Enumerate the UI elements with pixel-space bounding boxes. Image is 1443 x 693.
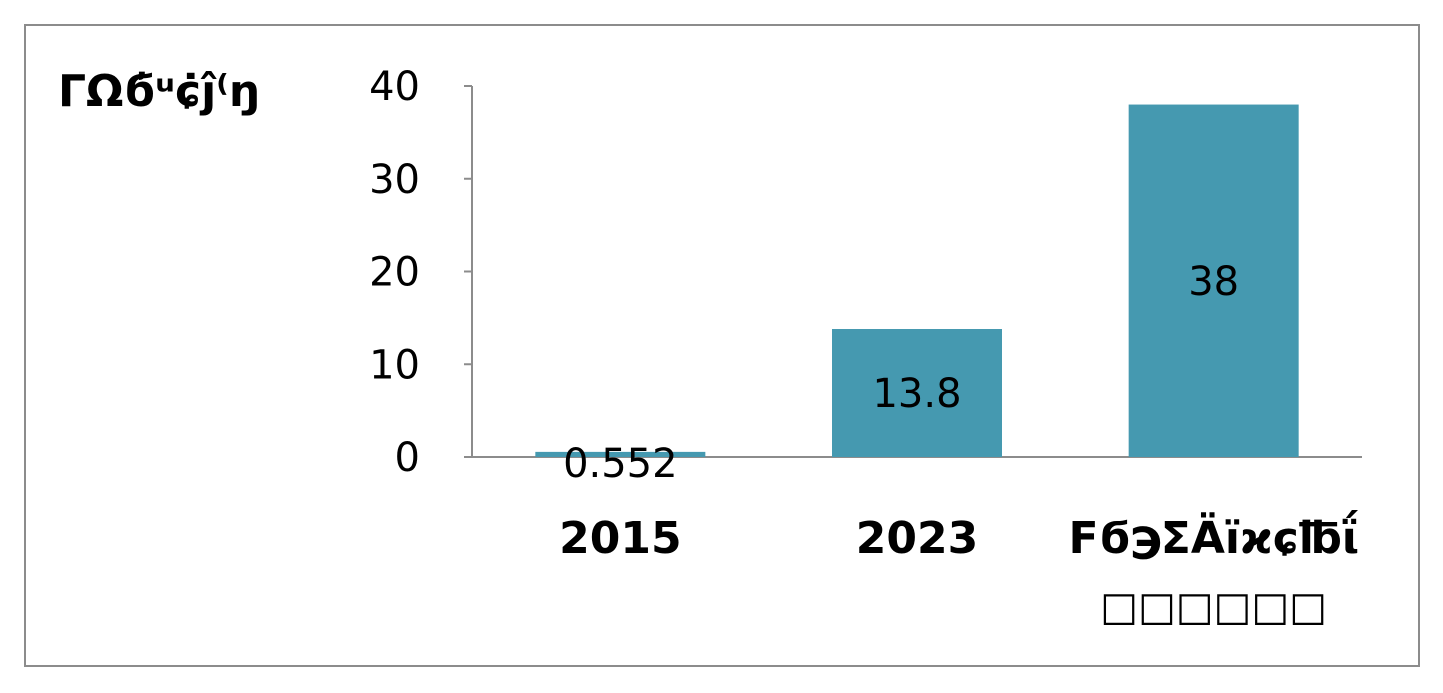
- y-tick-label: 10: [369, 342, 420, 388]
- y-tick-label: 30: [369, 157, 420, 203]
- bar-2023: [832, 329, 1002, 457]
- data-label: 38: [1188, 259, 1239, 305]
- y-tick-label: 0: [395, 435, 420, 481]
- data-labels: 0.552 13.8 38: [563, 259, 1239, 487]
- data-label: 0.552: [563, 441, 678, 487]
- x-tick-label: 2015: [559, 513, 681, 564]
- bar-2015: [535, 451, 706, 457]
- y-tick-label: 20: [369, 250, 420, 296]
- y-axis-ticks: 0 10 20 30 40: [369, 64, 472, 481]
- bar-F: [1128, 104, 1299, 458]
- y-axis-title: ΓΩϭ҆ᵘ‎ɕ̇ĵ⁽ŋ: [58, 66, 260, 117]
- bars: [535, 104, 1299, 458]
- data-label: 13.8: [872, 371, 961, 417]
- x-tick-sublabel: □□□□□□: [1100, 584, 1327, 630]
- y-tick-label: 40: [369, 64, 420, 110]
- x-axis-ticks: 2015 2023 Fϭ℈ΣÄïϰɕ℔ΐ □□□□□□: [559, 509, 1359, 630]
- x-tick-label: 2023: [856, 513, 978, 564]
- x-tick-label: Fϭ℈ΣÄïϰɕ℔ΐ: [1069, 509, 1359, 564]
